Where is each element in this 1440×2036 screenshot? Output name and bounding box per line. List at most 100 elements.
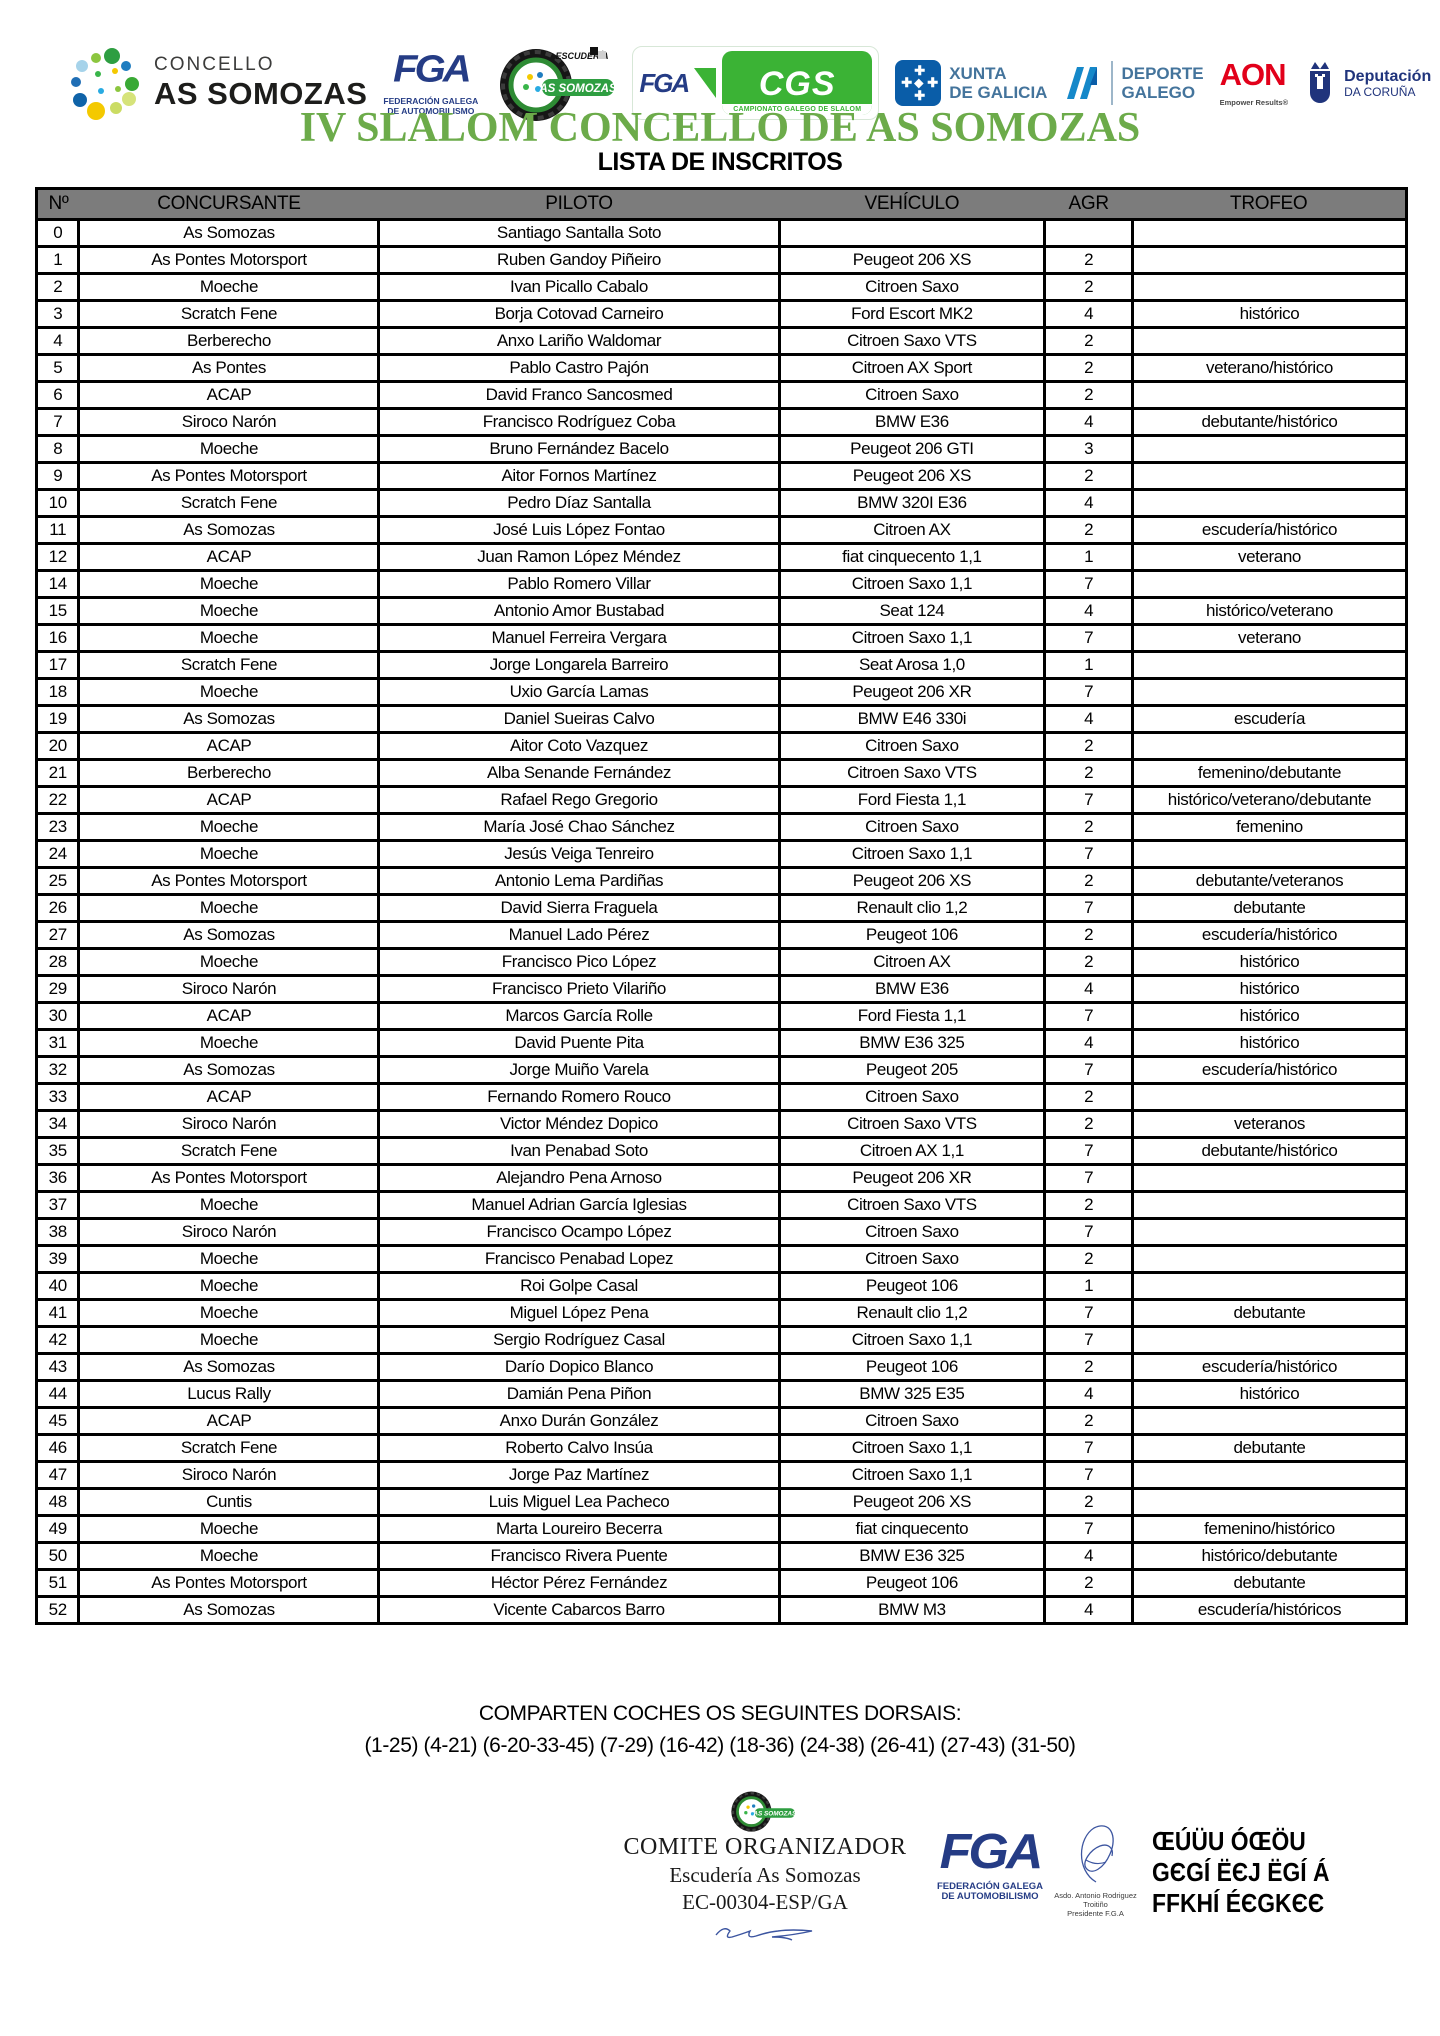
cell-trofeo (1130, 1244, 1409, 1274)
table-row: 39 Moeche Francisco Penabad Lopez Citroen S… (34, 1244, 1409, 1274)
cell-piloto: Roberto Calvo Insúa (377, 1433, 781, 1463)
table-row: 2 Moeche Ivan Picallo Cabalo Citroen Saxo 2 (34, 272, 1409, 302)
table-row: 40 Moeche Roi Golpe Casal Peugeot 106 1 (34, 1271, 1409, 1301)
cell-vehiculo: Citroen Saxo VTS (777, 1109, 1047, 1139)
cell-trofeo (1130, 1325, 1409, 1355)
table-row: 4 Berberecho Anxo Lariño Waldomar Citroen S… (34, 326, 1409, 356)
cell-trofeo: histórico (1130, 1028, 1409, 1058)
concello-line2: AS SOMOZAS (154, 76, 368, 111)
cell-vehiculo: BMW E36 325 (777, 1028, 1047, 1058)
cell-num: 36 (34, 1163, 81, 1193)
cell-piloto: Antonio Lema Pardiñas (377, 866, 781, 896)
cell-num: 33 (34, 1082, 81, 1112)
cell-vehiculo: Peugeot 205 (777, 1055, 1047, 1085)
concello-dots-icon (71, 48, 139, 120)
cgs-acronym: CGS (758, 65, 836, 103)
cell-vehiculo: Ford Fiesta 1,1 (777, 1001, 1047, 1031)
cell-vehiculo: Citroen Saxo (777, 1082, 1047, 1112)
cell-num: 26 (34, 893, 81, 923)
cell-piloto: Pablo Castro Pajón (377, 353, 781, 383)
cell-trofeo (1130, 380, 1409, 410)
table-row: 29 Siroco Narón Francisco Prieto Vilariño B… (34, 974, 1409, 1004)
cell-num: 42 (34, 1325, 81, 1355)
cell-num: 35 (34, 1136, 81, 1166)
cell-agr: 4 (1043, 407, 1134, 437)
table-row: 41 Moeche Miguel López Pena Renault clio 1,… (34, 1298, 1409, 1328)
escuderia-footer-logo: AS SOMOZAS (728, 1788, 797, 1838)
cell-trofeo (1130, 1271, 1409, 1301)
fga-cgs-banner: FGA CGS CAMPIONATO GALEGO DE SLALOM (632, 46, 880, 120)
cell-agr: 7 (1043, 1163, 1134, 1193)
cell-vehiculo: Citroen Saxo VTS (777, 326, 1047, 356)
cell-piloto: Bruno Fernández Bacelo (377, 434, 781, 464)
cell-agr: 2 (1043, 272, 1134, 302)
deporte-line1: DEPORTE (1121, 64, 1204, 83)
cell-trofeo: escudería (1130, 704, 1409, 734)
cell-concursante: As Somozas (77, 1055, 381, 1085)
table-body: 0 As Somozas Santiago Santalla Soto 1 As Pon… (34, 218, 1409, 1625)
cell-vehiculo: Citroen Saxo 1,1 (777, 1433, 1047, 1463)
cell-num: 46 (34, 1433, 81, 1463)
table-row: 38 Siroco Narón Francisco Ocampo López Citr… (34, 1217, 1409, 1247)
cell-trofeo: veterano/histórico (1130, 353, 1409, 383)
cell-piloto: Francisco Rivera Puente (377, 1541, 781, 1571)
cell-piloto: David Puente Pita (377, 1028, 781, 1058)
cell-num: 32 (34, 1055, 81, 1085)
cell-agr: 4 (1043, 1028, 1134, 1058)
escuderia-banner-label: AS SOMOZAS (539, 83, 617, 95)
cell-concursante: Scratch Fene (77, 650, 381, 680)
page-title: IV SLALOM CONCELLO DE AS SOMOZAS (299, 105, 1141, 151)
cell-concursante: As Pontes Motorsport (77, 1568, 381, 1598)
cell-vehiculo: Citroen Saxo (777, 731, 1047, 761)
cell-num: 41 (34, 1298, 81, 1328)
table-row: 11 As Somozas José Luis López Fontao Citroe… (34, 515, 1409, 545)
cell-vehiculo: Peugeot 206 XS (777, 866, 1047, 896)
escuderia-tire-small-icon: AS SOMOZAS (731, 1791, 797, 1832)
cell-vehiculo: Peugeot 106 (777, 920, 1047, 950)
cell-concursante: As Pontes Motorsport (77, 1163, 381, 1193)
cell-concursante: As Pontes Motorsport (77, 461, 381, 491)
cell-concursante: Moeche (77, 569, 381, 599)
table-row: 22 ACAP Rafael Rego Gregorio Ford Fiesta 1,… (34, 785, 1409, 815)
cell-vehiculo: BMW M3 (777, 1595, 1047, 1625)
cell-num: 4 (34, 326, 81, 356)
table-row: 32 As Somozas Jorge Muiño Varela Peugeot 20… (34, 1055, 1409, 1085)
cell-num: 3 (34, 299, 81, 329)
cell-piloto: María José Chao Sánchez (377, 812, 781, 842)
cell-concursante: Moeche (77, 1244, 381, 1274)
table-row: 45 ACAP Anxo Durán González Citroen Saxo 2 (34, 1406, 1409, 1436)
cell-trofeo (1130, 218, 1409, 248)
column-header: VEHÍCULO (779, 187, 1045, 221)
table-row: 50 Moeche Francisco Rivera Puente BMW E36 3… (34, 1541, 1409, 1571)
cell-agr: 2 (1043, 1190, 1134, 1220)
fga-caption-line1: FEDERACIÓN GALEGA (383, 96, 479, 106)
cell-piloto: Marta Loureiro Becerra (377, 1514, 781, 1544)
cell-piloto: Pablo Romero Villar (377, 569, 781, 599)
cell-trofeo: femenino/histórico (1130, 1514, 1409, 1544)
fga-footer-caption-line2: DE AUTOMOBILISMO (941, 1891, 1039, 1902)
cell-vehiculo: Citroen Saxo 1,1 (777, 569, 1047, 599)
cell-concursante: Scratch Fene (77, 1136, 381, 1166)
cell-num: 16 (34, 623, 81, 653)
table-header-row: Nº CONCURSANTE PILOTO VEHÍCULO AGR TROFEO (34, 187, 1409, 221)
cell-vehiculo: Citroen AX Sport (777, 353, 1047, 383)
cell-piloto: Francisco Penabad Lopez (377, 1244, 781, 1274)
cell-piloto: Ivan Picallo Cabalo (377, 272, 781, 302)
committee-license: EC-00304-ESP/GA (682, 1890, 848, 1914)
cell-vehiculo (777, 218, 1047, 248)
cell-vehiculo: Citroen Saxo 1,1 (777, 1325, 1047, 1355)
table-row: 51 As Pontes Motorsport Héctor Pérez Ferná… (34, 1568, 1409, 1598)
cell-concursante: Moeche (77, 1514, 381, 1544)
cell-trofeo: histórico (1130, 947, 1409, 977)
cell-agr (1043, 218, 1134, 248)
table-row: 49 Moeche Marta Loureiro Becerra fiat cinqu… (34, 1514, 1409, 1544)
cell-trofeo: histórico/veterano (1130, 596, 1409, 626)
cell-num: 9 (34, 461, 81, 491)
aon-tagline: Empower Results® (1219, 97, 1289, 107)
cell-concursante: Scratch Fene (77, 488, 381, 518)
cell-piloto: Manuel Lado Pérez (377, 920, 781, 950)
column-header: TROFEO (1132, 187, 1409, 221)
table-row: 27 As Somozas Manuel Lado Pérez Peugeot 106… (34, 920, 1409, 950)
cell-agr: 7 (1043, 785, 1134, 815)
column-header: Nº (34, 187, 79, 221)
